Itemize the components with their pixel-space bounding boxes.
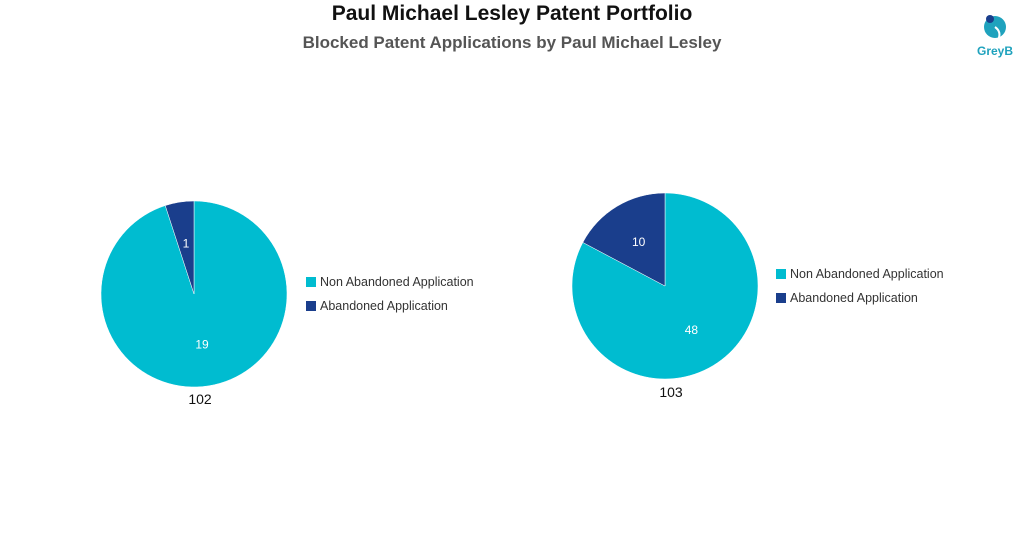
pie-total-label: 102 [188, 391, 212, 407]
legend: Non Abandoned Application Abandoned Appli… [306, 275, 474, 313]
page-title: Paul Michael Lesley Patent Portfolio [331, 2, 693, 25]
pie-chart-2: 48 10 103 Non Abandoned Application Abandone… [571, 192, 944, 400]
legend-swatch [306, 301, 316, 311]
pie-slice-label: 10 [632, 235, 646, 249]
greyb-logo-text: GreyB [976, 44, 1014, 58]
pie-slice-label: 48 [685, 323, 699, 337]
legend-label: Abandoned Application [790, 291, 918, 305]
legend-swatch [776, 293, 786, 303]
legend: Non Abandoned Application Abandoned Appli… [776, 267, 944, 305]
legend-swatch [306, 277, 316, 287]
greyb-logo-icon [984, 15, 1006, 41]
greyb-logo: GreyB [972, 10, 1018, 62]
pie-total-label: 103 [659, 384, 683, 400]
legend-label: Non Abandoned Application [320, 275, 474, 289]
pie-slice-abandoned [582, 192, 666, 287]
legend-label: Abandoned Application [320, 299, 448, 313]
page-subtitle: Blocked Patent Applications by Paul Mich… [302, 33, 722, 52]
pie-slice-label: 19 [195, 338, 209, 352]
legend-label: Non Abandoned Application [790, 267, 944, 281]
pie-chart-1: 19 1 102 Non Abandoned Application Abandoned… [100, 200, 474, 407]
pie-slice-abandoned [164, 200, 195, 295]
pie-slice-label: 1 [183, 236, 190, 250]
legend-swatch [776, 269, 786, 279]
